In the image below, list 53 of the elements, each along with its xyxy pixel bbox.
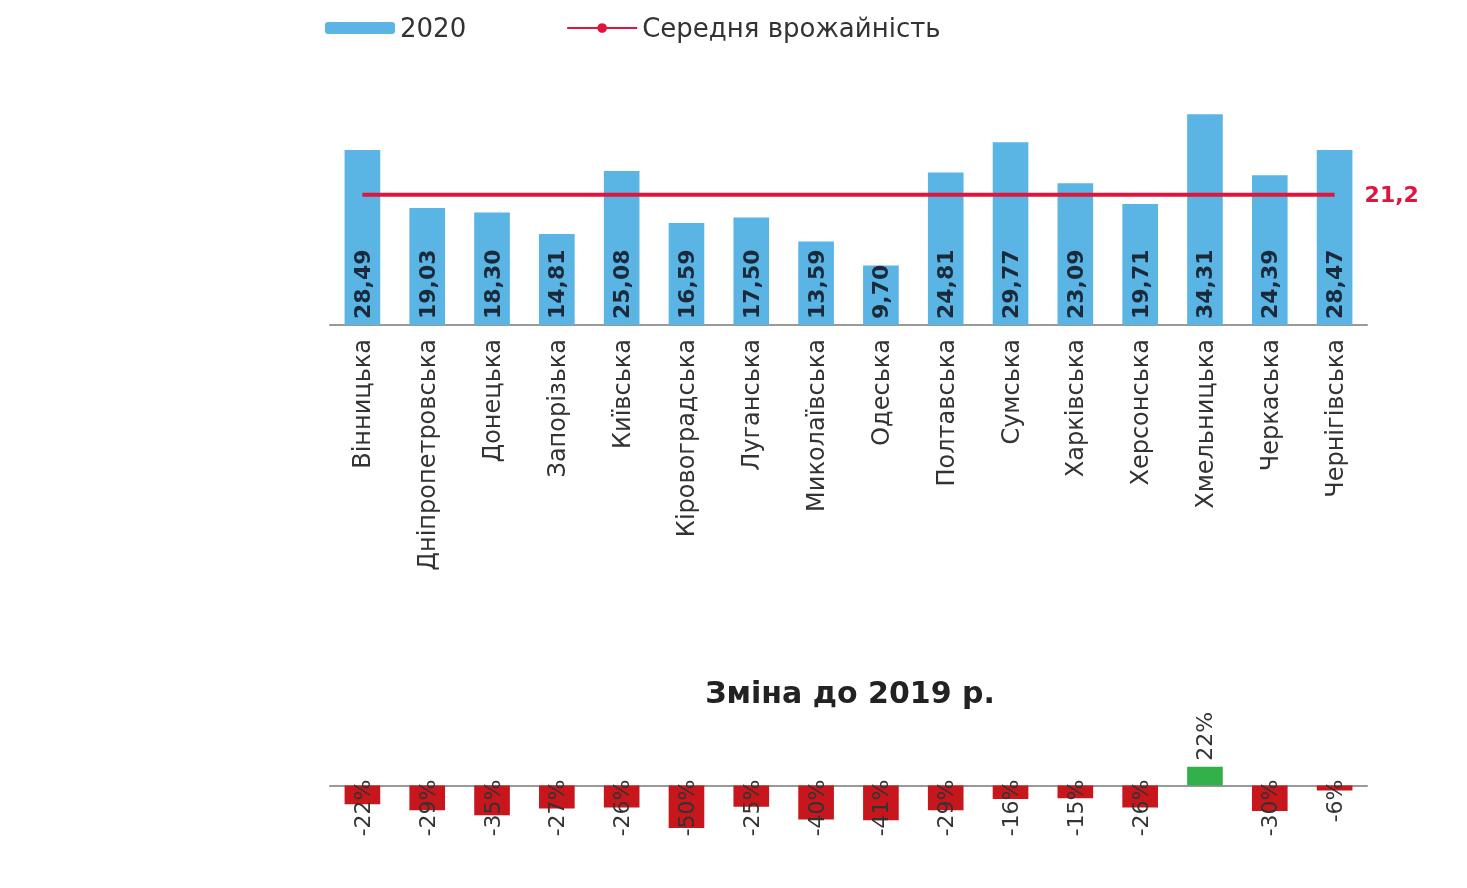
x-tick-label: Кіровоградська xyxy=(672,339,701,538)
data-label: 23,09 xyxy=(1062,249,1088,319)
bar xyxy=(1187,114,1223,325)
data-label: 25,08 xyxy=(609,249,635,319)
data-label: -29% xyxy=(414,779,440,837)
data-label: -22% xyxy=(349,779,375,837)
data-label: -27% xyxy=(544,779,570,837)
x-tick-label: Одеська xyxy=(866,339,895,446)
data-label: 21,2 xyxy=(1364,182,1419,208)
x-tick-label: Запорізька xyxy=(542,339,571,478)
data-label: -26% xyxy=(609,779,635,837)
legend-label: 2020 xyxy=(400,13,467,43)
x-tick-label: Дніпропетровська xyxy=(413,339,442,571)
data-label: 24,81 xyxy=(933,249,959,319)
data-label: -6% xyxy=(1322,779,1348,823)
data-label: 17,50 xyxy=(738,249,764,319)
x-tick-label: Донецька xyxy=(478,339,507,463)
data-label: 22% xyxy=(1192,711,1218,761)
data-label: -35% xyxy=(479,779,505,837)
data-label: -50% xyxy=(673,779,699,837)
data-label: 29,77 xyxy=(998,249,1024,319)
data-label: 28,47 xyxy=(1322,249,1348,319)
data-label: -16% xyxy=(998,779,1024,837)
x-tick-label: Херсонська xyxy=(1126,339,1155,486)
data-label: 28,49 xyxy=(349,249,375,319)
data-label: -41% xyxy=(868,779,894,837)
data-label: -30% xyxy=(1257,779,1283,837)
data-label: -15% xyxy=(1062,779,1088,837)
x-tick-label: Харківська xyxy=(1061,339,1090,478)
data-label: 16,59 xyxy=(673,249,699,319)
data-label: 19,03 xyxy=(414,249,440,319)
x-tick-label: Полтавська xyxy=(931,339,960,487)
data-label: 34,31 xyxy=(1192,249,1218,319)
data-label: -29% xyxy=(933,779,959,837)
x-tick-label: Хмельницька xyxy=(1190,339,1219,509)
x-tick-label: Сумська xyxy=(996,339,1025,445)
data-label: 14,81 xyxy=(544,249,570,319)
x-tick-label: Черкаська xyxy=(1255,339,1284,472)
x-tick-label: Київська xyxy=(607,339,636,449)
x-tick-label: Миколаївська xyxy=(802,339,831,512)
data-label: 19,71 xyxy=(1127,249,1153,319)
x-tick-label: Вінницька xyxy=(348,339,377,469)
chart-title: Зміна до 2019 р. xyxy=(705,674,995,710)
data-label: 24,39 xyxy=(1257,249,1283,319)
data-label: -40% xyxy=(803,779,829,837)
data-label: -25% xyxy=(738,779,764,837)
legend-label: Середня врожайність xyxy=(642,13,941,43)
data-label: 18,30 xyxy=(479,249,505,319)
data-label: 13,59 xyxy=(803,249,829,319)
x-tick-label: Чернігівська xyxy=(1320,339,1349,498)
data-label: 9,70 xyxy=(868,264,894,319)
x-tick-label: Луганська xyxy=(737,339,766,471)
data-label: -26% xyxy=(1127,779,1153,837)
